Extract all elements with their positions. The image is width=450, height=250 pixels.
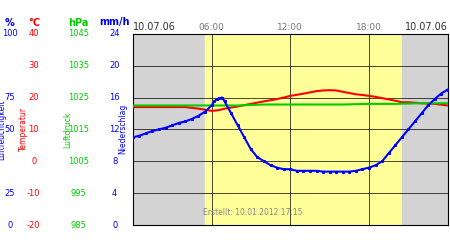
Text: 0: 0 bbox=[31, 157, 36, 166]
Text: 1005: 1005 bbox=[68, 157, 89, 166]
Text: 4: 4 bbox=[112, 188, 117, 198]
Text: 30: 30 bbox=[28, 61, 39, 70]
Text: Luftfeuchtigkeit: Luftfeuchtigkeit bbox=[0, 99, 7, 160]
Text: 0: 0 bbox=[112, 220, 117, 230]
Text: 10.07.06: 10.07.06 bbox=[405, 22, 448, 32]
Text: 10: 10 bbox=[28, 125, 39, 134]
Text: 10.07.06: 10.07.06 bbox=[133, 22, 176, 32]
Text: 1025: 1025 bbox=[68, 93, 89, 102]
Text: 12: 12 bbox=[109, 125, 120, 134]
Text: mm/h: mm/h bbox=[99, 18, 130, 28]
Text: 1045: 1045 bbox=[68, 29, 89, 38]
Text: 0: 0 bbox=[7, 220, 13, 230]
Text: 16: 16 bbox=[109, 93, 120, 102]
Text: Niederschlag: Niederschlag bbox=[118, 104, 127, 154]
Text: 1035: 1035 bbox=[68, 61, 89, 70]
Text: -10: -10 bbox=[27, 188, 40, 198]
Text: 20: 20 bbox=[28, 93, 39, 102]
Text: 1015: 1015 bbox=[68, 125, 89, 134]
Text: 8: 8 bbox=[112, 157, 117, 166]
Text: 75: 75 bbox=[4, 93, 15, 102]
Text: Erstellt: 10.01.2012 17:15: Erstellt: 10.01.2012 17:15 bbox=[202, 208, 302, 217]
Text: 25: 25 bbox=[4, 188, 15, 198]
Text: hPa: hPa bbox=[68, 18, 89, 28]
Text: °C: °C bbox=[28, 18, 40, 28]
Text: %: % bbox=[5, 18, 15, 28]
Text: 995: 995 bbox=[71, 188, 86, 198]
Text: -20: -20 bbox=[27, 220, 40, 230]
Text: 100: 100 bbox=[2, 29, 18, 38]
Bar bbox=[205, 34, 402, 225]
Bar bbox=[402, 34, 448, 225]
Text: 985: 985 bbox=[71, 220, 87, 230]
Text: 24: 24 bbox=[109, 29, 120, 38]
Text: 50: 50 bbox=[4, 125, 15, 134]
Text: Luftdruck: Luftdruck bbox=[63, 111, 72, 148]
Text: 40: 40 bbox=[28, 29, 39, 38]
Text: 20: 20 bbox=[109, 61, 120, 70]
Text: Temperatur: Temperatur bbox=[19, 107, 28, 152]
Bar bbox=[133, 34, 205, 225]
